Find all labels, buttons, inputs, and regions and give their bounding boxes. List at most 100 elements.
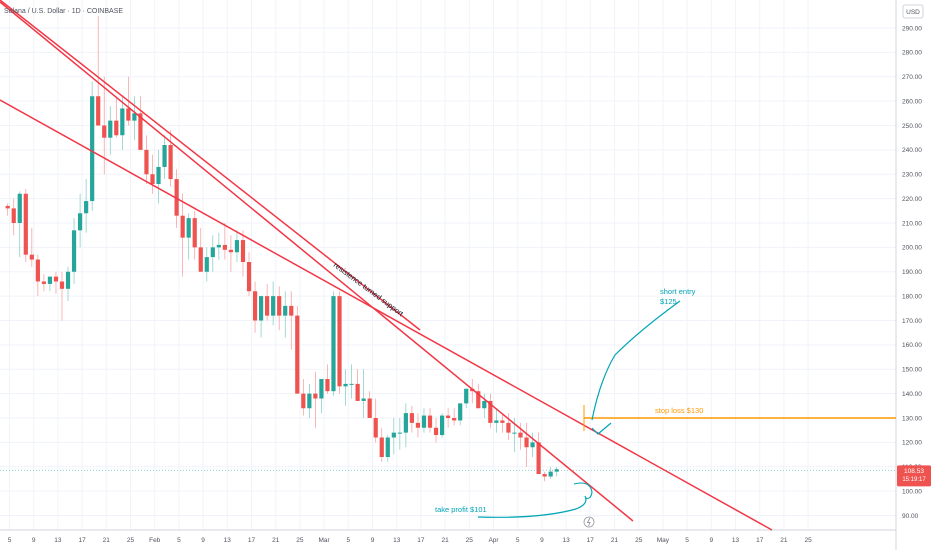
- axes: 90.00100.00110.00120.00130.00140.00150.0…: [8, 25, 923, 544]
- candle-body: [204, 257, 209, 272]
- symbol-title[interactable]: Solana / U.S. Dollar · 1D · COINBASE: [4, 8, 123, 15]
- candle-body: [295, 315, 300, 394]
- price-tick-label: 130.00: [902, 415, 922, 422]
- candle-body: [385, 437, 390, 457]
- candle: [433, 418, 439, 443]
- price-tick-label: 150.00: [902, 367, 922, 374]
- candle-body: [53, 276, 59, 282]
- candle-body: [458, 403, 463, 421]
- take-profit-hook: [573, 482, 593, 499]
- candle: [409, 405, 415, 433]
- candle: [23, 188, 28, 262]
- candle: [458, 403, 463, 426]
- trendline[interactable]: [0, 0, 421, 331]
- candle-body: [421, 415, 427, 428]
- price-tick-label: 250.00: [902, 123, 922, 130]
- event-flag-icon[interactable]: [583, 516, 595, 528]
- candle-body: [283, 305, 288, 316]
- candle-body: [337, 296, 342, 387]
- time-tick-label: 13: [393, 537, 401, 544]
- candle-body: [518, 432, 523, 438]
- candle-body: [265, 296, 270, 316]
- time-tick-label: 9: [371, 537, 375, 544]
- candle-body: [500, 420, 505, 423]
- candle: [228, 235, 234, 272]
- time-tick-label: 25: [635, 537, 643, 544]
- time-tick-label: 17: [587, 537, 595, 544]
- candle: [313, 371, 318, 428]
- candle-body: [482, 400, 487, 409]
- candle: [307, 383, 312, 418]
- time-tick-label: 9: [32, 537, 36, 544]
- time-tick-label: 9: [540, 537, 544, 544]
- candle-body: [397, 432, 402, 434]
- candle: [162, 135, 167, 180]
- time-tick-label: 25: [127, 537, 135, 544]
- candle-body: [59, 281, 65, 289]
- candle: [349, 364, 354, 399]
- candle-body: [47, 276, 53, 284]
- price-tick-label: 280.00: [902, 50, 922, 57]
- candle-body: [542, 474, 547, 477]
- time-tick-label: Apr: [488, 537, 499, 544]
- candle-body: [391, 432, 396, 438]
- time-tick-label: 21: [441, 537, 449, 544]
- candle: [234, 230, 240, 262]
- trendline[interactable]: [0, 99, 773, 531]
- candle: [500, 413, 505, 433]
- candle: [283, 291, 288, 338]
- candle: [524, 422, 529, 467]
- candle: [222, 223, 227, 260]
- candle: [506, 413, 511, 440]
- candle-body: [524, 437, 529, 448]
- candle-body: [512, 432, 517, 434]
- currency-button[interactable]: USD: [902, 4, 924, 19]
- candle-body: [367, 398, 372, 418]
- candle: [90, 81, 95, 211]
- candle-body: [277, 296, 282, 316]
- time-tick-label: 21: [272, 537, 280, 544]
- price-tick-label: 100.00: [902, 488, 922, 495]
- trendline[interactable]: [0, 1, 634, 522]
- price-tick-label: 210.00: [902, 220, 922, 227]
- time-tick-label: 21: [103, 537, 111, 544]
- time-tick-label: 9: [201, 537, 205, 544]
- candle: [252, 281, 258, 333]
- time-tick-label: 5: [685, 537, 689, 544]
- last-price-value: 108.53: [904, 468, 924, 475]
- candle-body: [536, 442, 541, 475]
- candle: [204, 247, 209, 282]
- candles: [5, 15, 559, 482]
- candle: [198, 227, 203, 272]
- candle-body: [102, 125, 107, 138]
- candle-body: [530, 442, 535, 448]
- candle-body: [427, 415, 433, 428]
- candle-body: [174, 179, 179, 216]
- price-tick-label: 120.00: [902, 440, 922, 447]
- candle: [240, 230, 246, 277]
- candle-body: [234, 240, 240, 253]
- candle: [41, 274, 46, 292]
- candle-body: [403, 413, 408, 433]
- candle: [337, 291, 342, 394]
- candle-body: [126, 108, 131, 121]
- time-tick-label: 13: [562, 537, 570, 544]
- trendline-label: resistence turned support: [332, 260, 406, 318]
- candle: [11, 198, 16, 236]
- candle-body: [228, 249, 234, 253]
- candle: [415, 413, 421, 438]
- price-tick-label: 290.00: [902, 25, 922, 32]
- candle-body: [29, 254, 34, 260]
- candle-body: [409, 413, 415, 423]
- price-tick-label: 170.00: [902, 318, 922, 325]
- candle-body: [271, 296, 276, 316]
- time-tick-label: 9: [709, 537, 713, 544]
- candle-body: [210, 247, 215, 258]
- time-tick-label: 5: [177, 537, 181, 544]
- currency-label: USD: [906, 9, 920, 16]
- time-tick-label: 21: [780, 537, 788, 544]
- candle-body: [41, 281, 46, 284]
- candle: [482, 393, 487, 418]
